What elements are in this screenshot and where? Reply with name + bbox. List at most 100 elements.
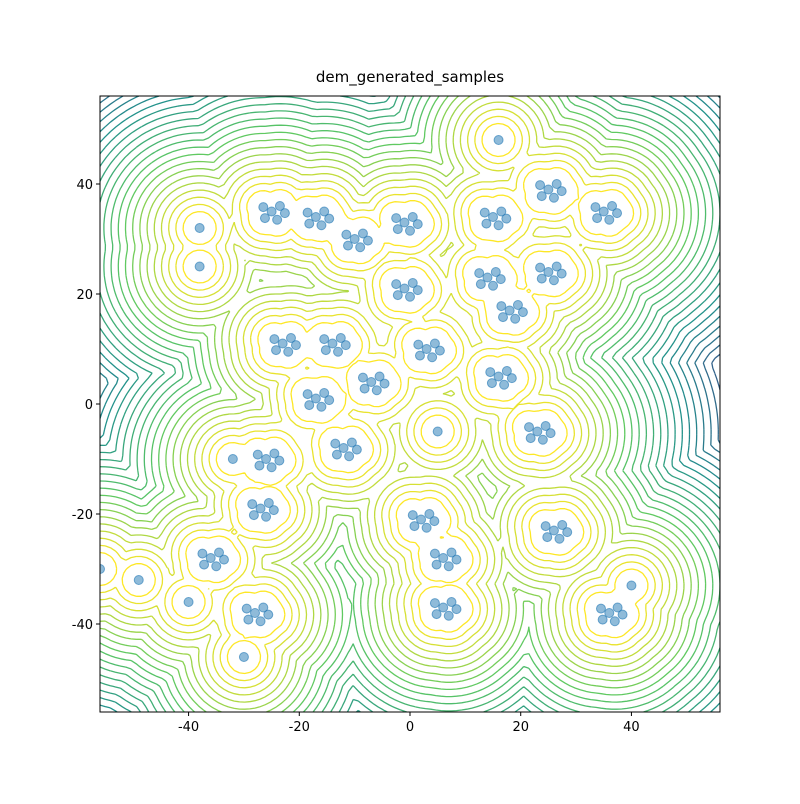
scatter-point [219,554,229,565]
scatter-point [496,301,507,312]
contour-line [100,96,720,712]
scatter-point [302,389,313,400]
scatter-point [331,449,342,460]
scatter-point [241,603,252,614]
scatter-point [319,206,330,217]
scatter-point [412,285,423,296]
scatter-point [371,385,382,396]
scatter-point [269,334,280,345]
scatter-point [429,548,440,559]
scatter-point [194,223,205,233]
scatter-point [407,212,418,222]
scatter-point [498,312,508,323]
scatter-point [259,213,270,224]
scatter-point [254,460,265,471]
scatter-point [431,609,442,620]
scatter-point [263,609,274,620]
y-tick-label: -40 [72,618,93,633]
scatter-point [551,261,562,272]
scatter-point [597,614,608,625]
scatter-point [344,451,355,462]
scatter-point [355,242,366,253]
scatter-point [392,224,403,235]
scatter-point [488,280,499,291]
x-tick-label: -20 [289,720,310,735]
scatter-point [324,213,335,224]
contour-line [100,96,720,712]
contour-line [100,96,720,454]
scatter-point [255,616,266,627]
scatter-point [432,426,443,437]
contour-line [100,96,720,712]
scatter-point [506,373,517,384]
scatter-point [285,333,296,343]
scatter-point [532,426,543,437]
y-tick-label: -20 [72,508,93,523]
scatter-point [429,598,440,609]
scatter-point [320,345,331,356]
scatter-point [409,521,420,532]
scatter-point [304,218,315,229]
scatter-point [607,201,618,211]
x-tick-label: 0 [406,720,414,735]
contour-line [100,96,700,712]
scatter-point [446,547,457,558]
scatter-point [431,559,442,570]
scatter-point [429,338,440,349]
scatter-point [316,401,327,412]
scatter-point [598,206,609,217]
scatter-point [545,428,556,439]
scatter-point [542,532,553,543]
scatter-point [338,443,349,453]
contour-line [100,108,664,689]
scatter-point [252,449,263,460]
scatter-point [304,400,315,411]
scatter-point [535,180,546,191]
contour-line [100,115,656,682]
scatter-point [451,604,462,615]
scatter-point [429,516,440,527]
contour-line [100,96,720,712]
contour-line [100,96,720,712]
scatter-point [443,561,454,572]
scatter-point [357,228,368,239]
scatter-point [438,602,449,613]
scatter-point [562,527,573,538]
scatter-point [405,291,415,302]
scatter-point [243,614,254,625]
scatter-point [183,597,194,607]
contour-line [100,96,714,712]
x-tick-label: 40 [623,720,640,735]
scatter-point [277,338,288,349]
scatter-point [496,206,507,217]
scatter-point [379,378,390,389]
scatter-point [592,213,603,224]
scatter-point [413,339,424,350]
scatter-point [517,307,528,318]
scatter-point [421,522,432,533]
scatter-point [211,561,222,572]
scatter-point [302,207,313,218]
scatter-point [524,422,535,433]
scatter-point [248,510,259,521]
scatter-point [407,278,418,288]
scatter-point [501,366,512,376]
scatter-point [349,234,360,244]
scatter-point [446,597,457,607]
scatter-point [551,179,562,189]
scatter-point [604,608,615,618]
scatter-point [474,268,485,279]
scatter-point [451,554,462,565]
scatter-point [540,421,551,431]
contour-line [702,344,720,444]
contour-line [100,122,649,675]
scatter-point [493,371,504,382]
scatter-point [359,383,370,394]
scatter-point [512,300,523,310]
scatter-point [319,388,330,398]
scatter-point [604,214,615,225]
points-layer [100,135,637,662]
scatter-point [481,218,492,229]
scatter-point [247,499,258,510]
x-tick-label: -40 [178,720,199,735]
